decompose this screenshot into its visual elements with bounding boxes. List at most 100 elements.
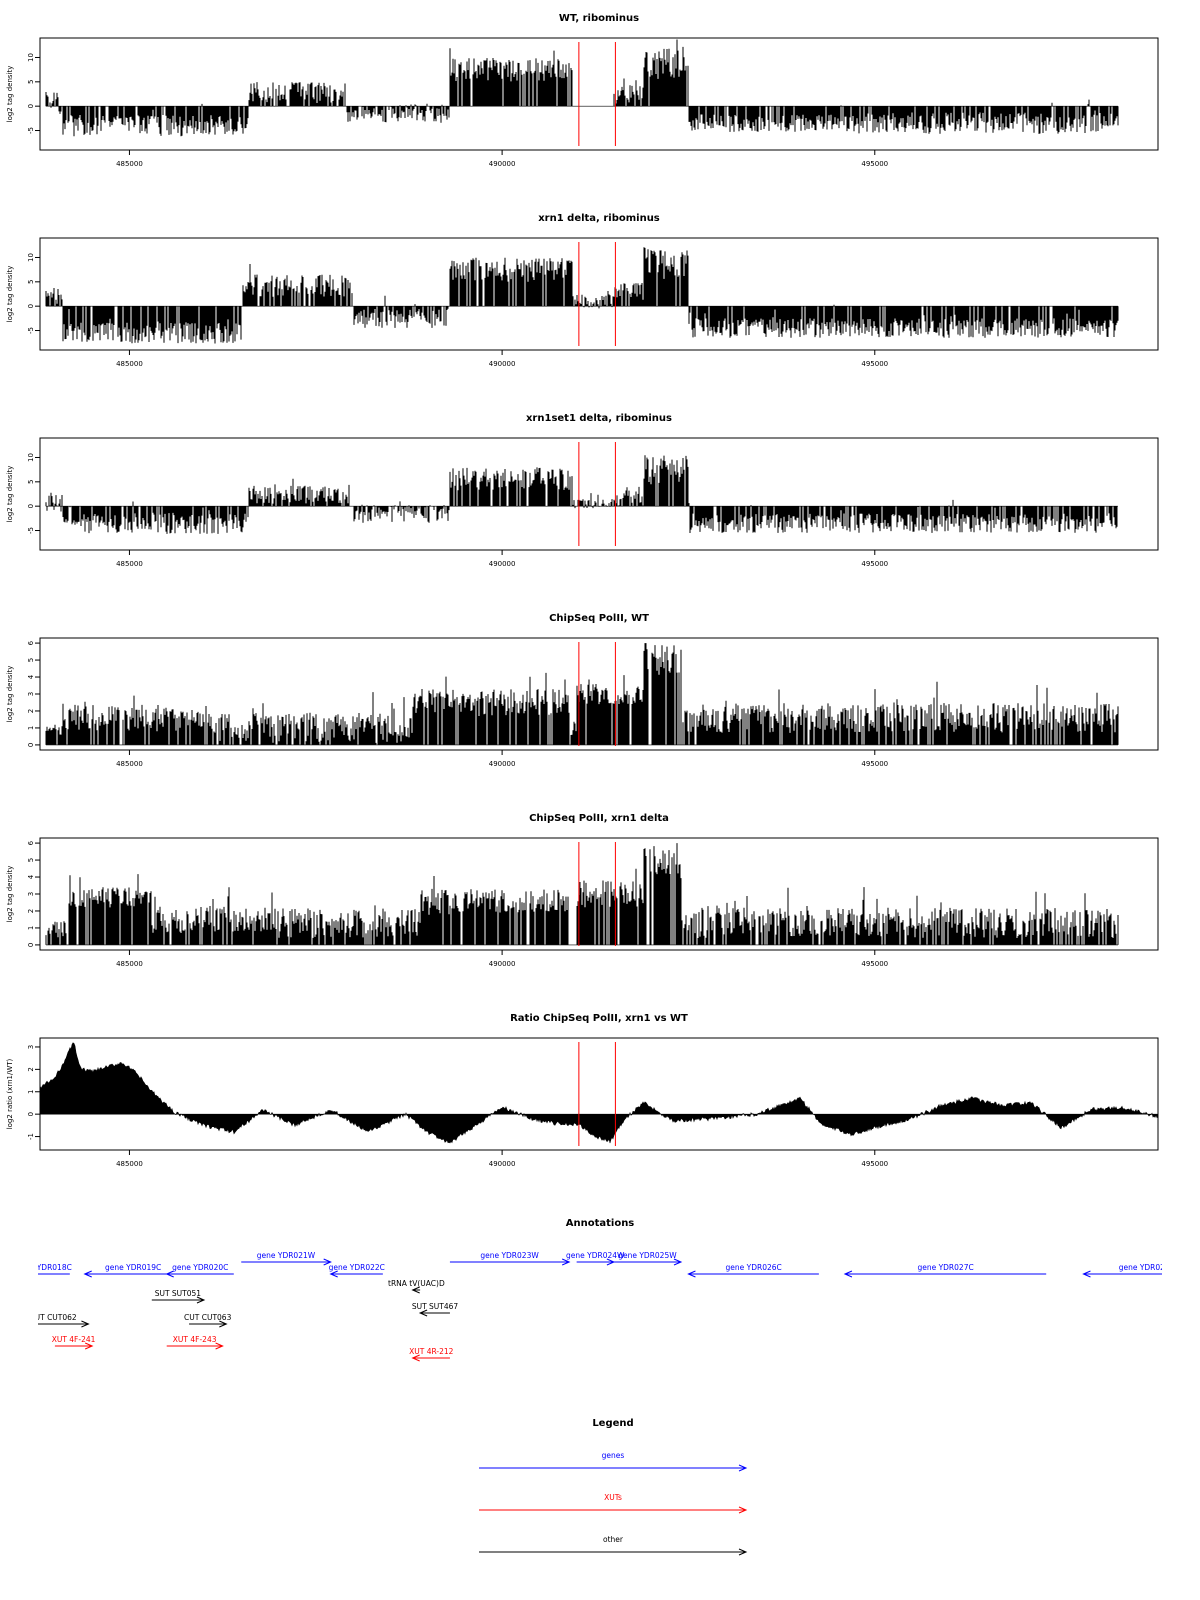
y-tick-label: -1 (27, 1133, 35, 1140)
x-tick-label: 485000 (116, 560, 143, 568)
x-tick-label: 490000 (489, 760, 516, 768)
density-bars (45, 643, 1119, 745)
plot-frame (39, 237, 1159, 351)
x-tick-label: 485000 (116, 360, 143, 368)
feature-label: gene YDR025W (618, 1251, 677, 1260)
annotation-feature: gene YDR022C (329, 1263, 385, 1278)
chart-title: ChipSeq PolII, WT (549, 613, 649, 624)
feature-arrow-head (329, 1270, 338, 1278)
chart-title: Ratio ChipSeq PolII, xrn1 vs WT (510, 1013, 688, 1024)
annotations-tracks: gene YDR018C gene YDR019C gene YDR020C gene… (16, 1251, 1162, 1362)
legend-arrow-head (738, 1548, 748, 1556)
annotation-feature: tRNA tV(UAC)D (388, 1279, 445, 1294)
annotation-feature: XUT 4F-241 (52, 1335, 96, 1350)
annotations-panel: Annotations gene YDR018C gene YDR019C gene … (16, 1218, 1162, 1362)
y-tick-label: 0 (27, 104, 35, 108)
feature-label: XUT 4F-243 (173, 1335, 217, 1344)
density-bar-series (45, 643, 1119, 745)
feature-label: gene YDR023W (480, 1251, 539, 1260)
annotation-feature: gene YDR021W (241, 1251, 332, 1266)
y-tick-label: 10 (27, 253, 35, 262)
chart-panel-2: xrn1 delta, ribominus -5 0 5 10 log2 tag dens… (6, 213, 1159, 368)
y-tick-label: 6 (27, 640, 35, 645)
legend-label: XUTs (604, 1493, 622, 1502)
feature-arrow-head (673, 1258, 683, 1266)
legend-label: genes (602, 1451, 625, 1460)
feature-label: tRNA tV(UAC)D (388, 1279, 445, 1288)
legend-label: other (603, 1535, 624, 1544)
x-tick-label: 495000 (861, 760, 888, 768)
annotation-feature: XUT 4R-212 (409, 1347, 454, 1362)
legend-item: XUTs (479, 1493, 748, 1514)
y-tick-label: 2 (27, 709, 35, 713)
feature-label: CUT CUT062 (29, 1313, 77, 1322)
y-tick-label: 0 (27, 304, 35, 308)
feature-arrow-head (687, 1270, 696, 1278)
feature-arrow-head (411, 1354, 420, 1362)
y-axis-label: log2 tag density (6, 466, 14, 523)
y-tick-label: -5 (27, 127, 35, 134)
plot-frame (39, 437, 1159, 551)
feature-arrow-head (196, 1296, 206, 1304)
annotation-feature: CUT CUT062 (29, 1313, 90, 1328)
plot-frame (39, 37, 1159, 151)
feature-label: gene YDR026C (726, 1263, 782, 1272)
annotation-feature: gene YDR025W (613, 1251, 683, 1266)
y-tick-label: 2 (27, 909, 35, 913)
y-axis-label: log2 ratio (xrn1/WT) (6, 1058, 14, 1129)
feature-label: gene YDR024W (566, 1251, 625, 1260)
legend-item: genes (479, 1451, 748, 1472)
y-tick-label: 5 (27, 658, 35, 662)
density-bars (45, 247, 1119, 344)
annotation-feature: gene YDR024W (566, 1251, 625, 1266)
y-tick-label: 0 (27, 943, 35, 947)
y-tick-label: 4 (27, 674, 35, 679)
feature-arrow-head (81, 1320, 90, 1328)
y-tick-label: 10 (27, 53, 35, 62)
chart-title: xrn1 delta, ribominus (538, 213, 660, 224)
x-tick-label: 490000 (489, 360, 516, 368)
x-tick-label: 495000 (861, 1160, 888, 1168)
y-tick-label: 6 (27, 840, 35, 845)
y-tick-label: 3 (27, 892, 35, 896)
x-tick-label: 485000 (116, 160, 143, 168)
y-tick-label: 1 (27, 926, 35, 930)
annotation-feature: gene YDR018C (16, 1263, 72, 1275)
feature-arrow-head (165, 1270, 174, 1278)
annotation-feature: gene YDR019C (83, 1263, 182, 1278)
annotation-feature: XUT 4F-243 (166, 1335, 224, 1350)
density-bars (45, 455, 1118, 534)
legend-arrow-head (738, 1506, 748, 1514)
feature-label: gene YDR027C (917, 1263, 973, 1272)
chart-title: WT, ribominus (559, 13, 639, 24)
density-bar-series (45, 247, 1119, 344)
x-tick-label: 495000 (861, 160, 888, 168)
feature-arrow-head (83, 1270, 92, 1278)
x-tick-label: 495000 (861, 360, 888, 368)
x-tick-label: 490000 (489, 560, 516, 568)
feature-label: SUT SUT051 (155, 1289, 202, 1298)
feature-label: SUT SUT467 (412, 1302, 459, 1311)
chart-panel-3: xrn1set1 delta, ribominus -5 0 5 10 log2 tag … (6, 413, 1159, 568)
y-tick-label: 1 (27, 726, 35, 730)
y-tick-label: 4 (27, 874, 35, 879)
y-tick-label: 3 (27, 1045, 35, 1049)
feature-arrow-head (843, 1270, 853, 1278)
feature-arrow-head (215, 1342, 224, 1350)
x-tick-label: 485000 (116, 760, 143, 768)
y-tick-label: 5 (27, 480, 35, 484)
y-tick-label: -5 (27, 327, 35, 334)
y-axis-label: log2 tag density (6, 266, 14, 323)
feature-label: gene YDR018C (16, 1263, 72, 1272)
annotations-title: Annotations (566, 1218, 635, 1229)
y-tick-label: 0 (27, 1112, 35, 1116)
chart-panel-4: ChipSeq PolII, WT 0 1 2 3 4 5 6 log2 tag density… (6, 613, 1159, 768)
x-tick-label: 490000 (489, 960, 516, 968)
feature-label: gene YDR019C (105, 1263, 161, 1272)
annotation-feature: gene YDR028C (1082, 1263, 1162, 1278)
annotation-feature: SUT SUT051 (151, 1289, 206, 1304)
x-tick-label: 495000 (861, 960, 888, 968)
annotation-feature: gene YDR027C (843, 1263, 1047, 1278)
annotation-feature: gene YDR026C (687, 1263, 819, 1278)
